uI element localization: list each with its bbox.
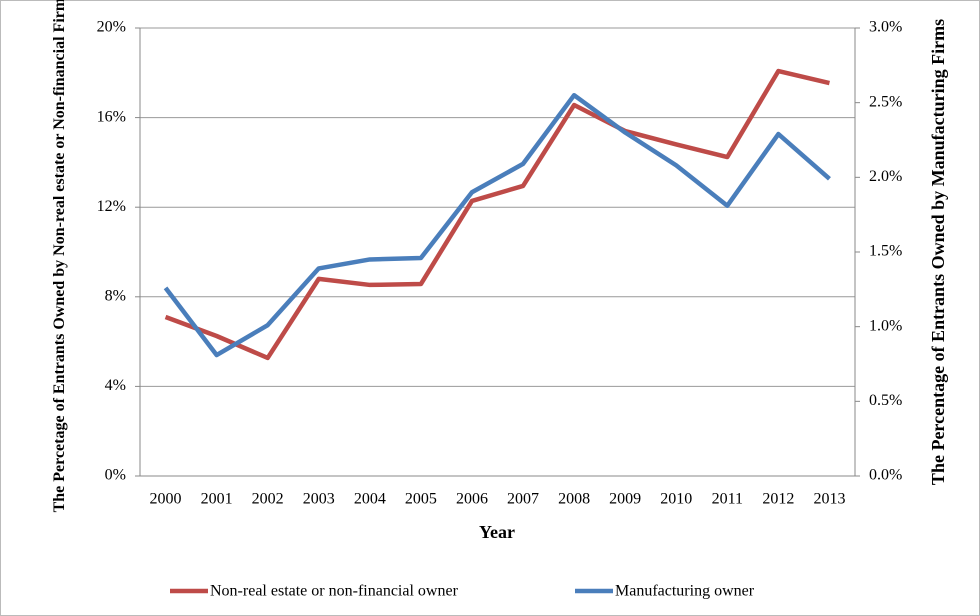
y2-tick-label: 2.5% [869, 93, 902, 110]
y-tick-label: 0% [105, 467, 126, 484]
y-tick-label: 16% [97, 108, 126, 125]
y2-tick-label: 0.5% [869, 392, 902, 409]
x-tick-label: 2012 [762, 491, 794, 508]
y-tick-label: 20% [97, 19, 126, 36]
x-tick-label: 2013 [813, 491, 845, 508]
x-tick-label: 2009 [609, 491, 641, 508]
x-tick-label: 2002 [252, 491, 284, 508]
y-axis-title-text: The Percetage of Entrants Owned by Non-r… [51, 0, 68, 512]
y-tick-label: 4% [105, 377, 126, 394]
y-tick-label: 8% [105, 287, 126, 304]
y2-tick-label: 0.0% [869, 467, 902, 484]
x-tick-label: 2011 [712, 491, 743, 508]
legend-label: Non-real estate or non-financial owner [210, 583, 459, 600]
data-line [164, 68, 830, 361]
y2-axis-title: The Percentage of Entrants Owned by Manu… [928, 19, 948, 485]
y-axis-title: The Percetage of Entrants Owned by Non-r… [51, 0, 68, 512]
y2-tick-label: 3.0% [869, 19, 902, 36]
x-tick-label: 2004 [354, 491, 386, 508]
x-axis-title: Year [479, 522, 515, 542]
x-tick-label: 2003 [303, 491, 335, 508]
x-tick-label: 2010 [660, 491, 692, 508]
data-line [163, 92, 831, 358]
y2-tick-label: 1.0% [869, 317, 902, 334]
y-tick-label: 12% [97, 198, 126, 215]
x-tick-label: 2006 [456, 491, 488, 508]
x-tick-label: 2008 [558, 491, 590, 508]
x-tick-label: 2007 [507, 491, 539, 508]
y2-tick-label: 1.5% [869, 243, 902, 260]
legend-label: Manufacturing owner [615, 583, 755, 600]
x-tick-label: 2005 [405, 491, 437, 508]
y2-tick-label: 2.0% [869, 168, 902, 185]
x-tick-label: 2001 [201, 491, 233, 508]
x-tick-label: 2000 [150, 491, 182, 508]
